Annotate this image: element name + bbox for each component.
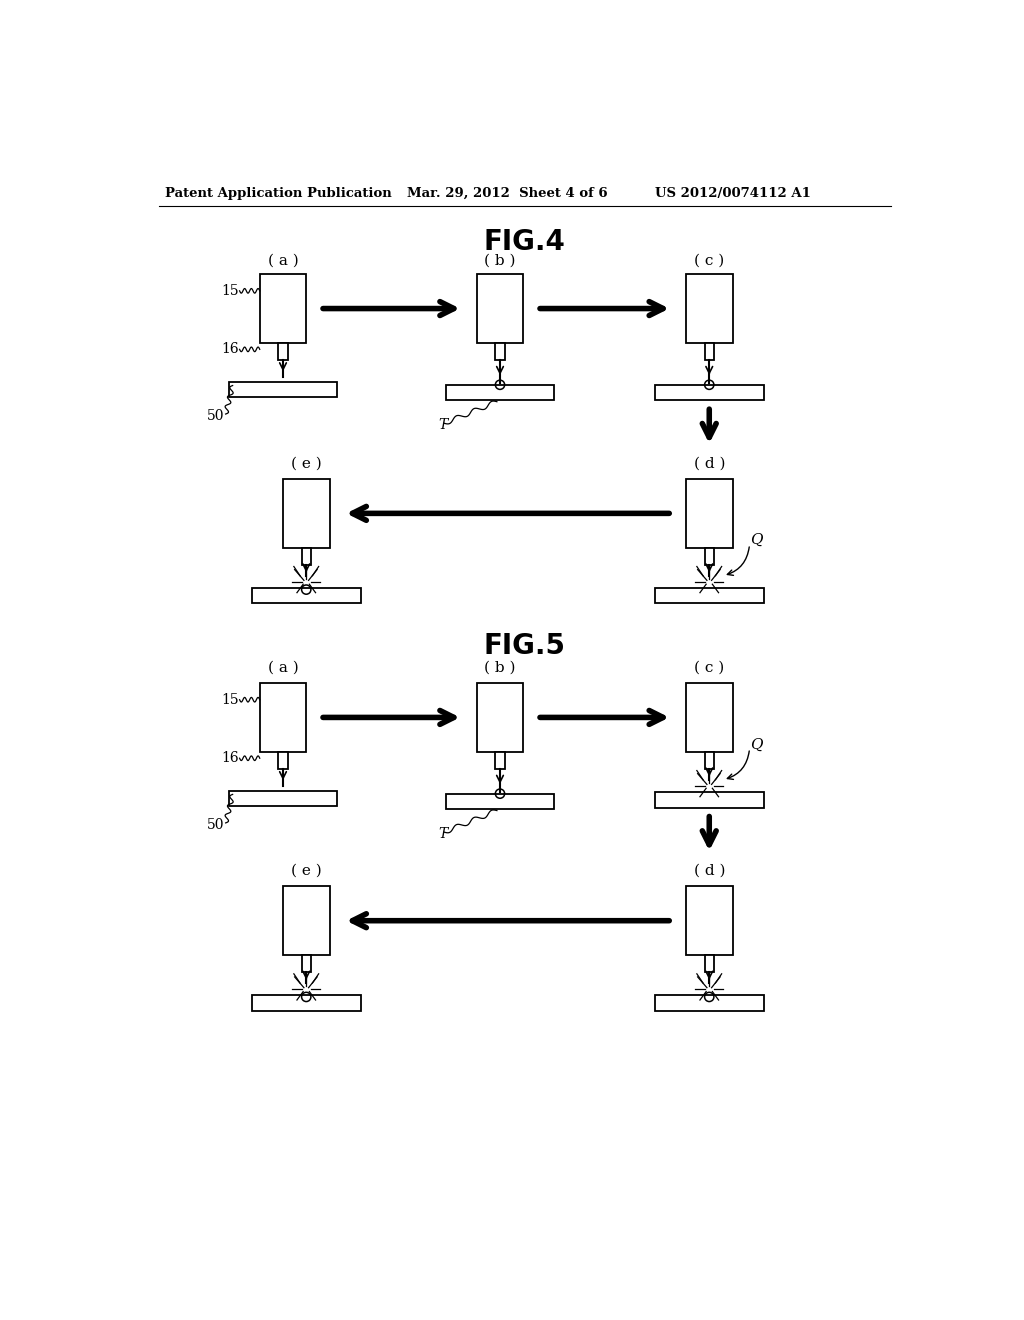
Text: ( a ): ( a ) (267, 660, 298, 675)
Text: Patent Application Publication: Patent Application Publication (165, 186, 392, 199)
Text: ( c ): ( c ) (694, 660, 724, 675)
Bar (228, 791, 337, 807)
Bar (655, 995, 764, 1011)
Bar (228, 381, 337, 397)
Text: Mar. 29, 2012  Sheet 4 of 6: Mar. 29, 2012 Sheet 4 of 6 (407, 186, 607, 199)
Text: ( e ): ( e ) (291, 863, 322, 878)
Bar (705, 343, 714, 360)
Text: ( c ): ( c ) (694, 253, 724, 268)
Text: ( e ): ( e ) (291, 457, 322, 470)
Bar (279, 752, 288, 770)
Bar (496, 752, 505, 770)
Text: 50: 50 (208, 409, 225, 424)
Bar (279, 343, 288, 360)
Bar (283, 886, 330, 956)
Bar (496, 343, 505, 360)
Text: 16: 16 (221, 751, 239, 766)
Text: T: T (438, 418, 447, 432)
Bar (686, 275, 732, 343)
Bar (252, 995, 360, 1011)
Bar (260, 275, 306, 343)
Bar (252, 589, 360, 603)
Text: ( a ): ( a ) (267, 253, 298, 268)
Bar (705, 956, 714, 973)
Bar (655, 385, 764, 400)
Bar (686, 682, 732, 752)
Bar (302, 956, 311, 973)
Bar (705, 752, 714, 770)
Text: FIG.4: FIG.4 (484, 227, 565, 256)
Text: Q: Q (751, 533, 763, 548)
Text: Q: Q (751, 738, 763, 751)
Bar (686, 479, 732, 548)
Bar (283, 479, 330, 548)
Bar (477, 682, 523, 752)
Bar (655, 589, 764, 603)
Text: US 2012/0074112 A1: US 2012/0074112 A1 (655, 186, 811, 199)
Text: T: T (438, 826, 447, 841)
Text: FIG.5: FIG.5 (483, 632, 566, 660)
Text: 15: 15 (221, 693, 239, 706)
Text: ( d ): ( d ) (693, 457, 725, 470)
Bar (655, 792, 764, 808)
Bar (445, 385, 554, 400)
Bar (302, 548, 311, 565)
Bar (477, 275, 523, 343)
Bar (260, 682, 306, 752)
Text: ( b ): ( b ) (484, 253, 516, 268)
Text: 16: 16 (221, 342, 239, 356)
Bar (445, 793, 554, 809)
Bar (705, 548, 714, 565)
Text: ( d ): ( d ) (693, 863, 725, 878)
Bar (686, 886, 732, 956)
Text: ( b ): ( b ) (484, 660, 516, 675)
Text: 15: 15 (221, 284, 239, 298)
Text: 50: 50 (208, 818, 225, 832)
